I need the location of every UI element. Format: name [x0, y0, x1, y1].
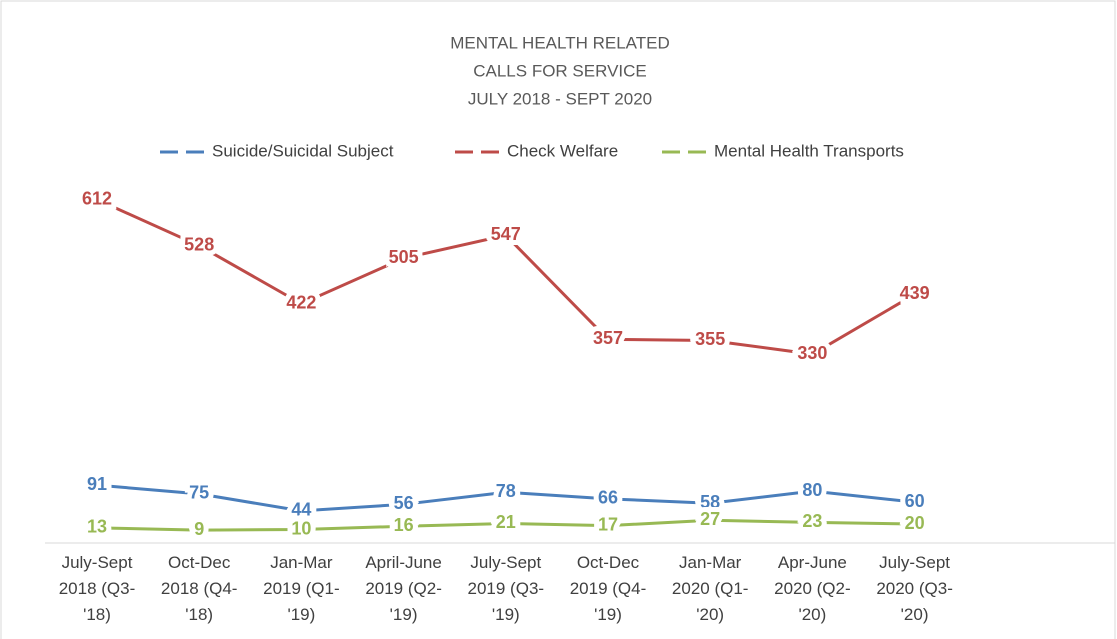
x-tick-label: July-Sept 2019 (Q3-'19)	[467, 553, 545, 624]
series-line	[96, 483, 915, 513]
data-label: 355	[695, 329, 725, 349]
data-label: 23	[802, 511, 822, 531]
chart-title: JULY 2018 - SEPT 2020	[468, 89, 652, 108]
data-label: 528	[184, 234, 214, 254]
data-label: 66	[598, 488, 618, 508]
data-label: 80	[802, 480, 822, 500]
x-tick-label: Oct-Dec 2018 (Q4-'18)	[160, 553, 238, 624]
x-tick-label: July-Sept 2020 (Q3-'20)	[876, 553, 953, 624]
data-label: 44	[291, 500, 311, 520]
data-label: 439	[900, 283, 930, 303]
data-label: 17	[598, 514, 618, 534]
chart-title: MENTAL HEALTH RELATED	[450, 33, 669, 52]
series-line	[96, 198, 916, 356]
data-label: 422	[286, 292, 316, 312]
data-label: 78	[496, 481, 516, 501]
chart-title: CALLS FOR SERVICE	[473, 61, 647, 80]
data-label: 330	[797, 343, 827, 363]
data-label: 612	[82, 188, 112, 208]
data-label: 357	[593, 328, 623, 348]
data-label: 20	[905, 513, 925, 533]
data-label: 10	[291, 518, 311, 538]
data-label: 21	[496, 512, 516, 532]
x-tick-label: Oct-Dec 2019 (Q4-'19)	[569, 553, 647, 624]
data-label: 75	[189, 483, 209, 503]
legend-label: Suicide/Suicidal Subject	[212, 141, 394, 160]
data-label: 60	[905, 491, 925, 511]
data-label: 91	[87, 474, 107, 494]
data-label: 505	[389, 247, 419, 267]
data-label: 547	[491, 224, 521, 244]
x-tick-label: Apr-June 2020 (Q2-'20)	[774, 553, 851, 624]
data-label: 13	[87, 517, 107, 537]
data-label: 9	[194, 519, 204, 539]
x-tick-label: Jan-Mar 2019 (Q1-'19)	[263, 553, 340, 624]
data-label: 27	[700, 509, 720, 529]
series-line	[96, 518, 915, 532]
data-label: 58	[700, 492, 720, 512]
x-tick-label: July-Sept 2018 (Q3-'18)	[58, 553, 136, 624]
data-label: 16	[394, 515, 414, 535]
x-tick-label: April-June 2019 (Q2-'19)	[365, 553, 442, 624]
x-tick-label: Jan-Mar 2020 (Q1-'20)	[671, 553, 749, 624]
legend-label: Check Welfare	[507, 141, 618, 160]
legend-label: Mental Health Transports	[714, 141, 904, 160]
data-label: 56	[394, 493, 414, 513]
